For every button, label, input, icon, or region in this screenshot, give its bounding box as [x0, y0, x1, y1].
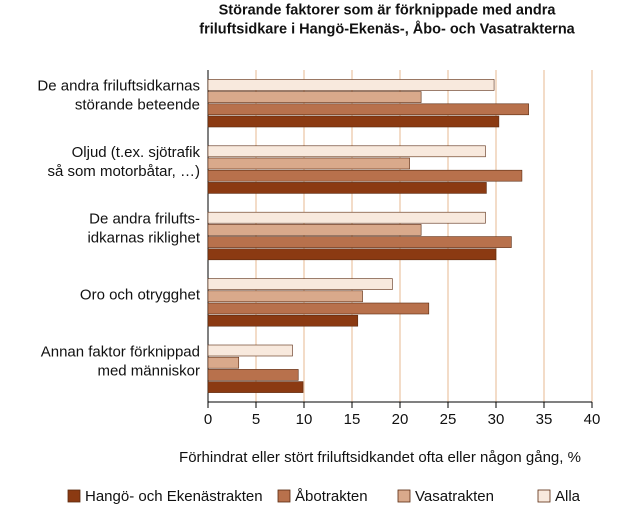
x-tick-label: 35: [536, 411, 553, 428]
x-tick-label: 20: [392, 411, 409, 428]
legend-label: Hangö- och Ekenästrakten: [85, 488, 263, 505]
x-axis-label: Förhindrat eller stört friluftsidkandet …: [179, 449, 581, 466]
legend-label: Vasatrakten: [415, 488, 494, 505]
y-tick-label: Oro och otrygghet: [80, 286, 201, 303]
bar: [207, 381, 304, 393]
bar: [207, 182, 487, 194]
y-tick-label: De andra friluftsidkarnas störande beteen…: [37, 78, 200, 114]
legend-swatch: [537, 489, 551, 503]
x-tick-label: 25: [440, 411, 457, 428]
bar: [207, 369, 299, 381]
bar: [207, 103, 529, 116]
bar: [207, 224, 422, 236]
x-tick-label: 5: [252, 411, 260, 428]
legend-label: Åbotrakten: [295, 488, 368, 505]
x-tick-label: 30: [488, 411, 505, 428]
x-tick-label: 0: [204, 411, 212, 428]
y-tick-label: Annan faktor förknippad med människor: [41, 343, 200, 379]
bar: [207, 356, 240, 369]
bar: [207, 344, 293, 357]
bar: [207, 169, 523, 182]
bar: [207, 290, 363, 303]
bar: [207, 211, 486, 224]
legend-swatch: [67, 489, 81, 503]
y-tick-label: De andra frilufts-idkarnas riklighet: [87, 210, 200, 246]
legend-swatch: [277, 489, 291, 503]
bar: [207, 302, 430, 315]
bar: [207, 79, 495, 91]
chart-title: Störande faktorer som är förknippade med…: [199, 2, 575, 37]
x-tick-label: 15: [344, 411, 361, 428]
bar: [207, 236, 512, 248]
y-tick-label: Oljud (t.ex. sjötrafik så som motorbåtar,…: [47, 144, 200, 180]
legend-label: Alla: [555, 488, 581, 505]
x-tick-label: 10: [296, 411, 313, 428]
legend-swatch: [397, 489, 411, 503]
bar: [207, 157, 410, 170]
bar: [207, 91, 422, 103]
bar: [207, 278, 393, 290]
x-tick-label: 40: [584, 411, 601, 428]
bar: [207, 314, 359, 327]
bar: [207, 115, 500, 128]
bar: [207, 248, 497, 261]
bar: [207, 145, 486, 158]
